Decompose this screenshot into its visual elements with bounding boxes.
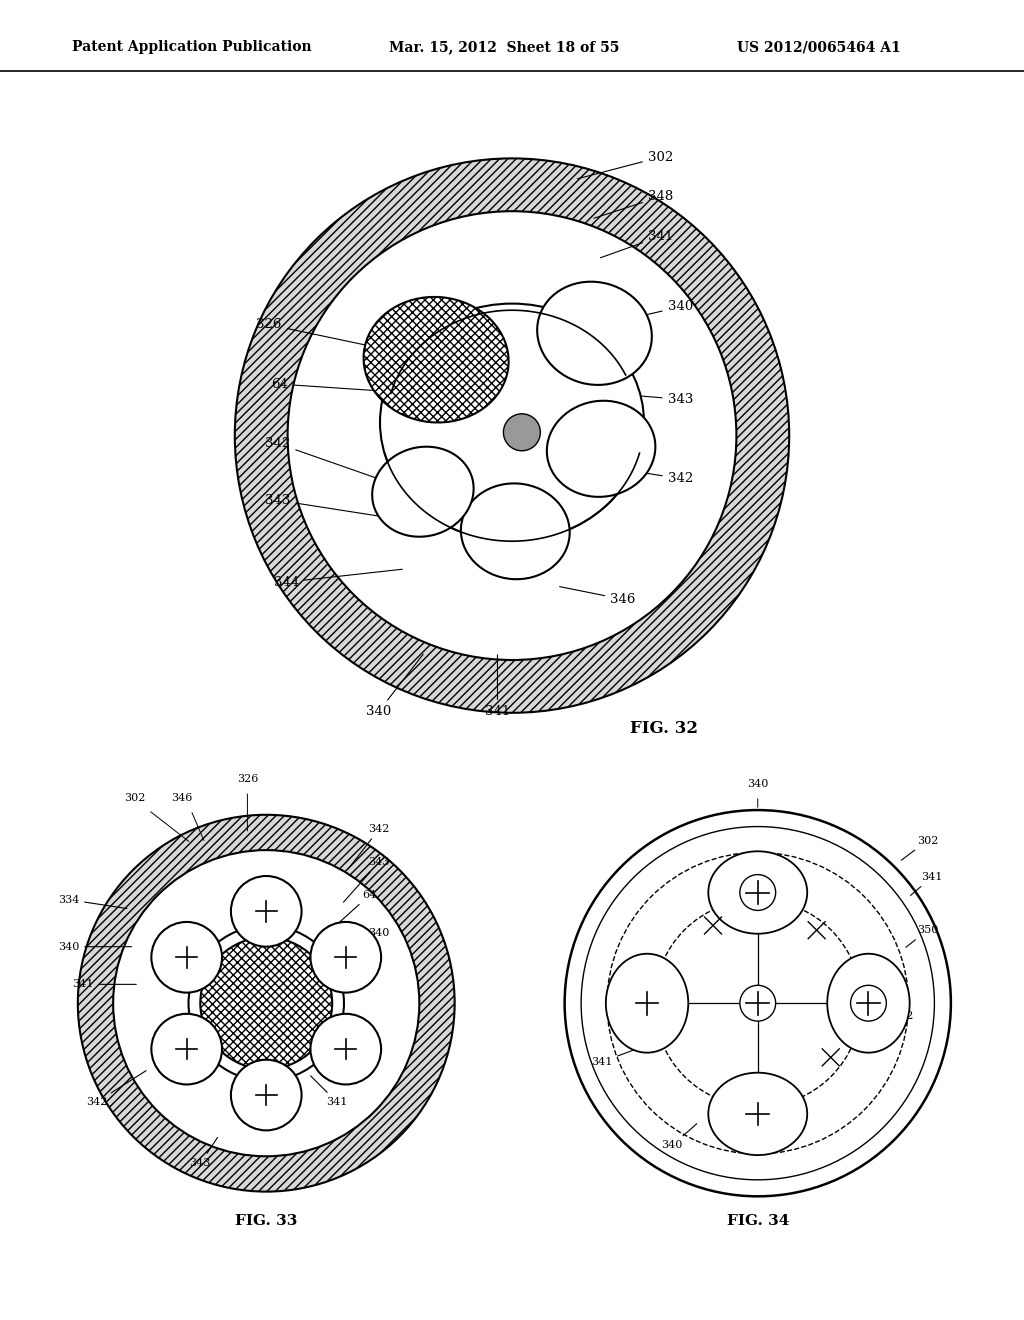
Text: 340: 340 [662,1123,696,1151]
Circle shape [654,899,861,1107]
Text: 341: 341 [591,1049,637,1067]
Ellipse shape [709,851,807,933]
Circle shape [582,826,934,1180]
Circle shape [201,937,332,1069]
Text: 326: 326 [256,318,392,351]
Ellipse shape [114,850,420,1156]
Text: 343: 343 [265,494,389,517]
Text: 344: 344 [273,569,402,589]
Circle shape [564,810,951,1196]
Text: FIG. 33: FIG. 33 [236,1213,297,1228]
Text: 343: 343 [343,857,390,902]
Ellipse shape [234,158,790,713]
Text: 342: 342 [597,466,693,484]
Text: 64: 64 [271,378,433,395]
Text: 343: 343 [189,1138,217,1168]
Circle shape [231,1060,301,1130]
Ellipse shape [827,954,909,1052]
Circle shape [740,875,775,911]
Text: 348: 348 [594,190,673,218]
Circle shape [152,1014,222,1085]
Text: 341: 341 [600,230,673,257]
Text: FIG. 32: FIG. 32 [630,719,697,737]
Text: 341: 341 [310,1076,347,1107]
Ellipse shape [709,1073,807,1155]
Ellipse shape [538,281,652,385]
Circle shape [310,1014,381,1085]
Text: 302: 302 [578,150,673,178]
Text: 340: 340 [366,655,423,718]
Text: Mar. 15, 2012  Sheet 18 of 55: Mar. 15, 2012 Sheet 18 of 55 [389,40,620,54]
Text: 334: 334 [57,895,127,908]
Text: 341: 341 [910,873,943,895]
Ellipse shape [372,446,474,537]
Text: 302: 302 [901,836,938,861]
Text: 342: 342 [86,1071,146,1107]
Text: 341: 341 [72,979,136,990]
Text: 340: 340 [57,941,131,952]
Ellipse shape [461,483,569,579]
Text: 350: 350 [906,925,938,948]
Circle shape [851,985,887,1022]
Text: 64: 64 [325,890,377,936]
Text: US 2012/0065464 A1: US 2012/0065464 A1 [737,40,901,54]
Ellipse shape [380,304,644,541]
Text: 352: 352 [881,1011,913,1032]
Ellipse shape [547,401,655,496]
Circle shape [231,876,301,946]
Text: FIG. 34: FIG. 34 [727,1213,788,1228]
Ellipse shape [364,297,509,422]
Circle shape [310,921,381,993]
Ellipse shape [606,954,688,1052]
Circle shape [152,921,222,993]
Circle shape [740,985,775,1022]
Circle shape [504,414,541,451]
Text: 342: 342 [265,437,381,479]
Text: 340: 340 [748,779,768,788]
Ellipse shape [78,814,455,1192]
Text: 326: 326 [237,774,258,784]
Ellipse shape [334,257,690,587]
Text: 341: 341 [484,655,510,718]
Ellipse shape [188,925,344,1081]
Text: 343: 343 [604,393,693,405]
Text: 342: 342 [348,824,390,869]
Ellipse shape [156,892,377,1114]
Text: Patent Application Publication: Patent Application Publication [72,40,311,54]
Text: 302: 302 [124,792,145,803]
Text: 346: 346 [559,586,636,606]
Ellipse shape [288,211,736,660]
Text: 340: 340 [617,301,693,322]
Text: 340: 340 [348,928,390,968]
Text: 346: 346 [171,792,193,803]
